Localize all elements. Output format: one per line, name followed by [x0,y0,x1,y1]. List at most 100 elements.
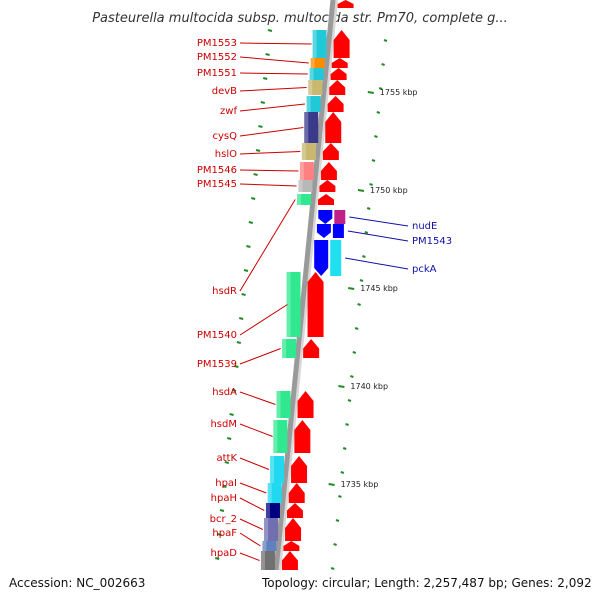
strand-arrow-PM1553 [333,30,350,58]
feature-cysQ [304,112,319,143]
gene-leader-PM1540 [239,304,288,336]
strand-arrow-hpaF [283,541,300,551]
footer-background [0,570,600,600]
outer-tick [333,543,337,546]
gene-leader-PM1552 [239,56,309,64]
gene-label-PM1545: PM1545 [197,179,237,190]
kbp-scale: 1755 kbp 1750 kbp 1745 kbp 1740 kbp 1735 kbp [328,88,418,489]
gc-skew-ticks [212,29,388,594]
scale-label: 1745 kbp [360,284,398,293]
accession-text: Accession: NC_002663 [9,576,145,590]
inner-tick [246,245,251,248]
gene-label-PM1553: PM1553 [197,38,237,49]
feature-bcr_2 [264,518,279,541]
strand-arrow-PM1540 [307,272,324,337]
feature-hpaD [260,551,275,570]
gene-leader-PM1539 [239,348,281,365]
outer-tick [338,495,342,498]
strand-arrow-hpaD [281,551,298,570]
inner-tick [253,173,258,176]
strand-arrow-bcr_2 [285,518,302,541]
feature-track [260,0,354,570]
outer-tick [350,375,354,378]
inner-tick [250,197,256,200]
feature-zwf [306,96,321,112]
inner-tick [267,29,273,32]
feature-PM1545-highlight [298,180,303,192]
inner-tick [217,533,222,536]
gene-leader-PM1545 [239,183,297,187]
outer-tick [383,39,388,42]
feature-PM1552 [310,58,325,68]
gene-label-cysQ: cysQ [213,131,238,142]
feature-PM1540-highlight [286,272,291,337]
strand-arrow-PM1551 [330,68,347,80]
scale-label: 1740 kbp [350,382,388,391]
feature-hpaH [265,503,280,518]
inner-tick [258,125,263,128]
gene-leader-hslO [239,151,301,155]
feature-attK [270,456,285,483]
gene-leader-hsdR [239,199,296,292]
feature-hslO-highlight [301,143,306,160]
strand-arrow-hpaH [286,503,303,518]
gene-label-PM1540: PM1540 [197,330,237,341]
feature-hpaI [267,483,282,503]
feature-hsdR-highlight [297,194,302,205]
map-title: Pasteurella multocida subsp. multocida s… [92,11,508,26]
gene-leader-hpaD [239,552,260,561]
gene-label-hsdA: hsdA [212,387,237,398]
strand-arrow-hsdR [318,194,335,205]
feature-PM1543 [332,224,344,238]
scale-tick [357,189,365,192]
scale-tick [338,385,345,388]
strand-arrow-cysQ [325,112,342,143]
gene-leader-cysQ [239,127,304,137]
scale-label: 1750 kbp [370,186,408,195]
feature-hsdA [276,391,291,418]
inner-tick [226,437,232,440]
gene-label-hpaD: hpaD [210,548,237,559]
outer-tick [352,351,357,354]
feature-PM1551-highlight [309,68,314,80]
strand-arrow-hsdM [294,420,311,453]
gene-label-pckA: pckA [412,264,437,275]
inner-tick [222,485,227,488]
feature-zwf-highlight [306,96,311,112]
outer-tick [366,207,371,210]
strand-arrow-attK [291,456,308,483]
feature-hpaF [262,541,277,551]
feature-PM1546-highlight [299,162,304,180]
feature-PM1539-highlight [282,339,287,358]
strand-arrow-PM1539 [303,339,320,358]
inner-tick [265,53,270,56]
inner-tick [262,77,268,80]
gene-label-nudE: nudE [412,221,437,232]
inner-tick [214,557,220,560]
reverse-arrow-pckA [314,240,329,276]
gene-label-PM1552: PM1552 [197,52,237,63]
strand-arrow-PM1545 [319,180,336,192]
scale-tick [348,287,355,290]
feature-hsdM [273,420,288,453]
outer-tick [340,471,345,474]
feature-hpaD-highlight [260,551,265,570]
inner-tick [248,221,254,224]
outer-tick [362,255,366,258]
strand-arrow-PM1546 [320,162,337,180]
feature-hpaF-highlight [262,541,267,551]
gene-label-hpaF: hpaF [212,528,237,539]
gene-label-hsdR: hsdR [212,286,237,297]
gene-label-hsdM: hsdM [210,419,237,430]
feature-pckA [330,240,342,276]
feature-PM1552-highlight [310,58,315,68]
gene-label-hslO: hslO [215,149,237,160]
feature-hsdR [297,194,312,205]
outer-tick [376,111,381,114]
feature-hpaH-highlight [265,503,270,518]
gene-leader-hsdA [239,391,276,405]
gene-leader-hpaI [239,482,267,494]
gene-label-hpaH: hpaH [211,493,237,504]
outer-tick [378,87,383,90]
outer-tick [381,63,385,66]
